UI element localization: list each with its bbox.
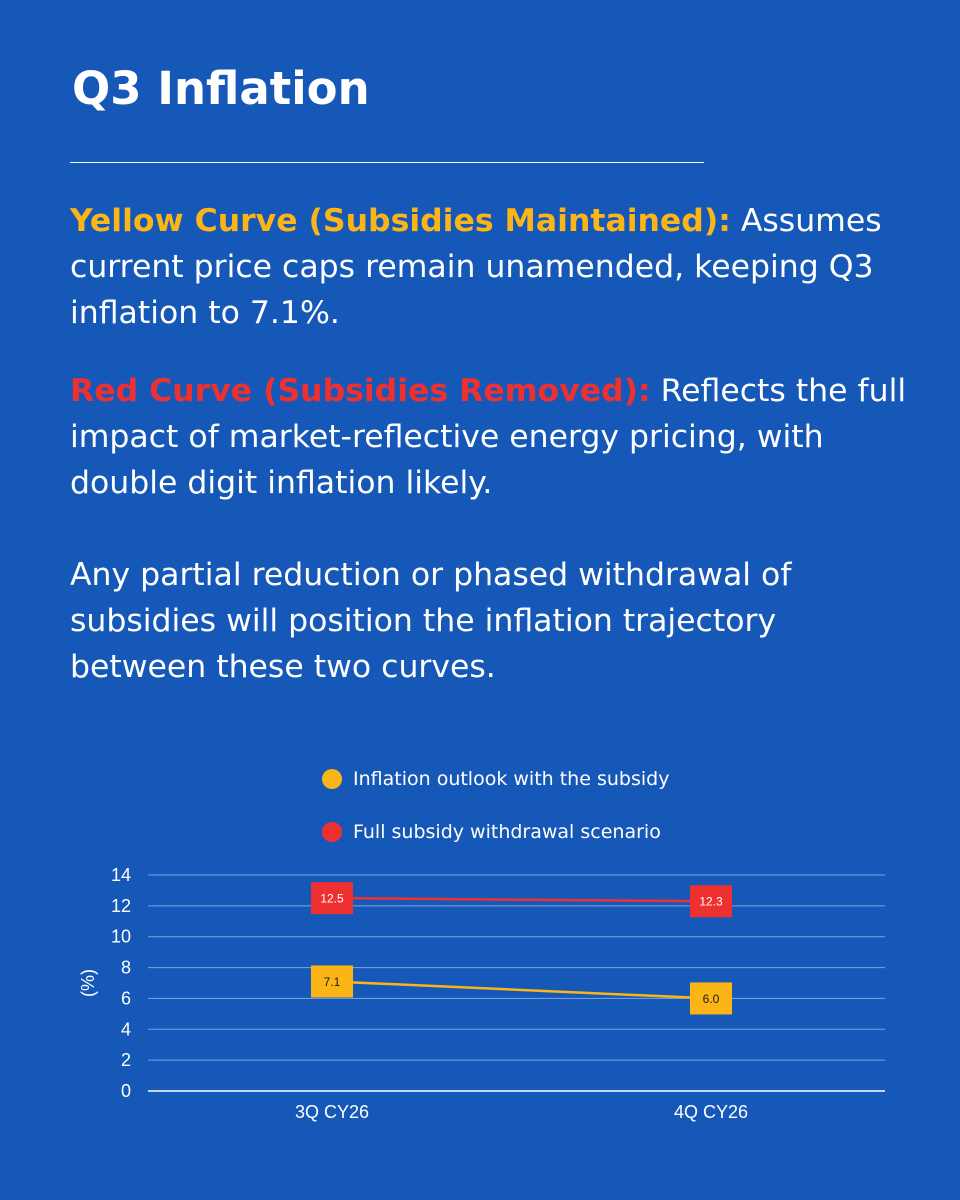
y-tick-label-12: 12 bbox=[111, 896, 131, 916]
series-line-1 bbox=[331, 896, 712, 903]
y-tick-label-2: 2 bbox=[121, 1050, 131, 1070]
data-label-0-1: 6.0 bbox=[703, 992, 720, 1006]
data-label-1-0: 12.5 bbox=[320, 892, 344, 906]
legend-dot-yellow bbox=[322, 769, 342, 789]
yellow-curve-heading: Yellow Curve (Subsidies Maintained): bbox=[70, 203, 731, 239]
page-title: Q3 Inflation bbox=[72, 62, 370, 115]
red-curve-text: Reflects the full impact of market-refle… bbox=[70, 373, 907, 501]
x-tick-label-1: 4Q CY26 bbox=[674, 1102, 748, 1122]
title-divider bbox=[70, 162, 704, 163]
y-tick-label-8: 8 bbox=[121, 958, 131, 978]
red-curve-heading: Red Curve (Subsidies Removed): bbox=[70, 373, 651, 409]
data-point-1-1 bbox=[690, 885, 732, 918]
legend-label-withdrawal: Full subsidy withdrawal scenario bbox=[353, 821, 661, 843]
legend-label-subsidy: Inflation outlook with the subsidy bbox=[353, 768, 670, 790]
partial-reduction-paragraph: Any partial reduction or phased withdraw… bbox=[70, 557, 792, 685]
x-tick-label-0: 3Q CY26 bbox=[295, 1102, 369, 1122]
legend-dot-red bbox=[322, 822, 342, 842]
data-label-0-0: 7.1 bbox=[324, 975, 341, 989]
y-axis-label: (%) bbox=[78, 969, 98, 997]
y-tick-label-4: 4 bbox=[121, 1019, 131, 1039]
inflation-line-chart: 0 2 4 6 8 10 12 14 (%) 3Q CY26 4Q CY26 7.1 6.0 12.5 12… bbox=[78, 865, 885, 1122]
y-tick-label-6: 6 bbox=[121, 988, 131, 1008]
y-tick-label-10: 10 bbox=[111, 927, 131, 947]
legend-item-withdrawal: Full subsidy withdrawal scenario bbox=[322, 821, 661, 843]
data-point-0-1 bbox=[690, 982, 732, 1015]
legend-item-subsidy: Inflation outlook with the subsidy bbox=[322, 768, 669, 790]
yellow-curve-paragraph: Yellow Curve (Subsidies Maintained): Ass… bbox=[70, 198, 920, 336]
red-curve-paragraph: Red Curve (Subsidies Removed): Reflects … bbox=[70, 368, 920, 506]
yellow-curve-text: Assumes current price caps remain unamen… bbox=[70, 203, 882, 331]
data-label-1-1: 12.3 bbox=[699, 895, 723, 909]
data-point-1-0 bbox=[311, 882, 353, 915]
y-tick-label-14: 14 bbox=[111, 865, 131, 885]
y-tick-label-0: 0 bbox=[121, 1081, 131, 1101]
data-point-0-0 bbox=[311, 965, 353, 998]
series-line-0 bbox=[331, 980, 712, 1000]
